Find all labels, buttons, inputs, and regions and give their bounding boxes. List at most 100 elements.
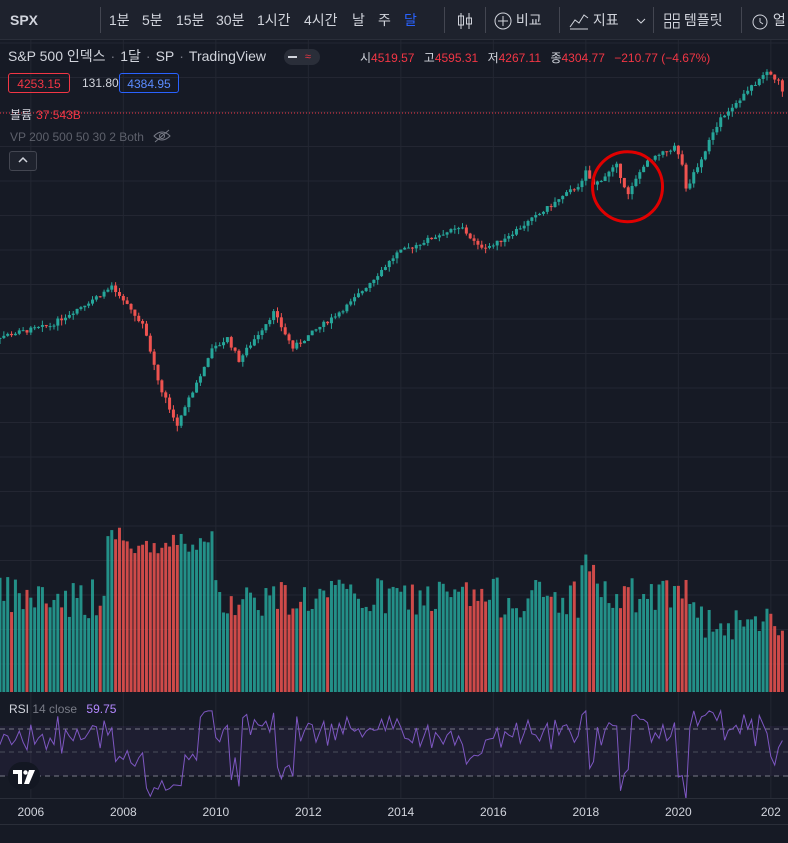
volume-bar (387, 588, 391, 692)
candle-body (156, 364, 160, 381)
volume-bar (191, 544, 195, 692)
legend-dot: · (145, 48, 151, 64)
alert-button[interactable]: 얼 (751, 0, 786, 40)
candle-body (67, 314, 71, 318)
legend-toggle[interactable]: ≈ (283, 49, 320, 66)
candle-body (117, 292, 121, 296)
candle-body (152, 351, 156, 365)
volume-bar (696, 617, 700, 692)
candle-body (503, 238, 507, 243)
timeframe-8[interactable]: 달 (404, 12, 417, 28)
volume-bar (495, 577, 499, 692)
symbol-legend[interactable]: S&P 500 인덱스 · 1달 · SP · TradingView ≈ (8, 46, 320, 66)
compare-label: 비교 (515, 12, 542, 28)
candle-body (684, 164, 688, 189)
candle-body (407, 247, 411, 249)
highlight-circle-annotation[interactable] (591, 150, 665, 224)
volume-bar (356, 598, 360, 692)
volume-bar (692, 602, 696, 692)
volume-bar (526, 598, 530, 692)
candle-body (487, 246, 491, 248)
volume-bar (152, 543, 156, 692)
candle-body (383, 267, 387, 270)
timeframe-1[interactable]: 5분 (142, 12, 163, 28)
candle-body (387, 260, 391, 268)
candle-body (753, 84, 757, 86)
volume-bar (71, 583, 75, 692)
volume-bar (67, 616, 71, 692)
volume-bar (314, 598, 318, 692)
volume-bar (299, 601, 303, 692)
collapse-legend-button[interactable] (9, 151, 37, 171)
candle-body (634, 178, 638, 186)
volume-bar (237, 604, 241, 692)
volume-bar (734, 610, 738, 692)
candle-style-button[interactable] (457, 0, 473, 40)
candle-body (491, 245, 495, 247)
alarm-clock-icon (752, 14, 768, 30)
volume-bar (33, 607, 37, 692)
volume-bar (360, 607, 364, 692)
eye-off-icon[interactable] (153, 129, 171, 143)
volume-bar (372, 604, 376, 692)
candle-body (48, 326, 52, 328)
candle-body (522, 225, 526, 229)
volume-bar (329, 580, 333, 692)
timeframe-6[interactable]: 날 (352, 12, 365, 28)
candle-body (418, 244, 422, 246)
candle-body (249, 345, 253, 348)
candle-body (426, 237, 430, 243)
sell-price-badge[interactable]: 4253.15 (8, 73, 70, 93)
volume-bar (487, 599, 491, 692)
candle-body (29, 327, 33, 333)
candle-body (144, 323, 148, 336)
templates-button[interactable]: 템플릿 (664, 0, 723, 40)
candle-body (599, 180, 603, 182)
rsi-legend[interactable]: RSI 14 close 59.75 (9, 702, 116, 716)
volume-bar (341, 583, 345, 692)
tradingview-logo[interactable] (8, 762, 40, 790)
volume-bar (657, 584, 661, 692)
volume-bar (326, 597, 330, 692)
timeframe-5[interactable]: 4시간 (304, 12, 338, 28)
candle-body (777, 79, 781, 81)
timeframe-0[interactable]: 1분 (109, 12, 130, 28)
volume-bar (565, 614, 569, 692)
volume-profile-legend[interactable]: VP 200 500 50 30 2 Both (10, 129, 171, 144)
compare-button[interactable]: 비교 (494, 0, 542, 40)
candle-body (106, 289, 110, 292)
candle-body (449, 229, 453, 233)
timeframe-3[interactable]: 30분 (216, 12, 245, 28)
time-axis-label: 2020 (664, 805, 692, 819)
buy-price-badge[interactable]: 4384.95 (119, 73, 179, 93)
volume-bar (183, 543, 187, 692)
volume-bar (572, 581, 576, 692)
timeframe-7[interactable]: 주 (378, 12, 391, 28)
volume-bar (730, 639, 734, 692)
volume-bar (449, 597, 453, 692)
time-axis-label: 2010 (202, 805, 230, 819)
volume-bar (418, 590, 422, 692)
volume-bar (750, 619, 754, 692)
indicators-button[interactable]: 지표 (569, 0, 619, 40)
indicators-dropdown[interactable] (636, 0, 646, 40)
timeframe-2[interactable]: 15분 (176, 12, 205, 28)
volume-bar (44, 603, 48, 692)
grid-icon (664, 13, 680, 29)
candle-body (765, 71, 769, 76)
volume-bar (302, 587, 306, 692)
volume-bar (437, 581, 441, 692)
volume-legend[interactable]: 볼륨 37.543B (10, 106, 81, 123)
symbol-search[interactable]: SPX (10, 12, 39, 28)
candle-body (98, 296, 102, 298)
vp-label: VP 200 500 50 30 2 Both (10, 130, 144, 144)
candle-body (665, 151, 669, 153)
time-axis[interactable]: 2006 2008 2010 2012 2014 2016 2018 2020 202 (0, 798, 788, 825)
legend-dot: · (110, 48, 116, 64)
candle-body (160, 380, 164, 393)
timeframe-4[interactable]: 1시간 (257, 12, 291, 28)
chart-canvas[interactable] (0, 40, 788, 798)
volume-bar (91, 579, 94, 692)
candle-body (434, 237, 438, 240)
candle-body (657, 154, 661, 156)
